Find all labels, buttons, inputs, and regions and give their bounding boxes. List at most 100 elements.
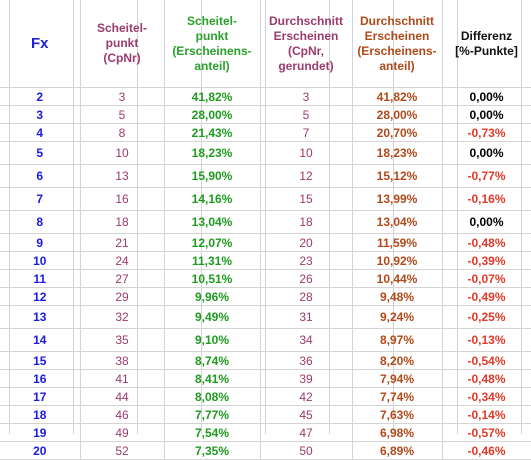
cell-fx[interactable]: 20 [0,441,81,460]
cell-fx[interactable]: 16 [0,369,81,388]
cell-durchschnitt-cpnr[interactable]: 47 [260,423,353,442]
cell-scheitelpunkt-anteil[interactable]: 9,96% [164,287,261,306]
cell-fx[interactable]: 4 [0,123,81,142]
cell-scheitelpunkt-cpnr[interactable]: 35 [80,328,165,352]
cell-differenz[interactable]: -0,16% [442,187,531,211]
cell-durchschnitt-cpnr[interactable]: 7 [260,123,353,142]
cell-durchschnitt-anteil[interactable]: 9,24% [352,305,443,329]
cell-fx[interactable]: 7 [0,187,81,211]
cell-durchschnitt-cpnr[interactable]: 28 [260,287,353,306]
cell-scheitelpunkt-cpnr[interactable]: 3 [80,87,165,106]
cell-durchschnitt-cpnr[interactable]: 39 [260,369,353,388]
cell-scheitelpunkt-anteil[interactable]: 21,43% [164,123,261,142]
cell-scheitelpunkt-anteil[interactable]: 41,82% [164,87,261,106]
cell-differenz[interactable]: -0,49% [442,287,531,306]
cell-differenz[interactable]: -0,25% [442,305,531,329]
cell-fx[interactable]: 15 [0,351,81,370]
cell-scheitelpunkt-cpnr[interactable]: 24 [80,251,165,270]
cell-scheitelpunkt-cpnr[interactable]: 41 [80,369,165,388]
cell-durchschnitt-anteil[interactable]: 13,99% [352,187,443,211]
cell-differenz[interactable]: -0,48% [442,369,531,388]
cell-differenz[interactable]: 0,00% [442,87,531,106]
header-durchschnitt-anteil[interactable]: Durchschnitt Erscheinen (Erscheinens- an… [352,0,443,88]
cell-scheitelpunkt-cpnr[interactable]: 44 [80,387,165,406]
cell-durchschnitt-cpnr[interactable]: 10 [260,141,353,165]
header-fx[interactable]: Fx [0,0,81,88]
cell-durchschnitt-cpnr[interactable]: 12 [260,164,353,188]
cell-fx[interactable]: 10 [0,251,81,270]
cell-durchschnitt-cpnr[interactable]: 18 [260,210,353,234]
cell-differenz[interactable]: -0,13% [442,328,531,352]
cell-durchschnitt-anteil[interactable]: 6,98% [352,423,443,442]
cell-durchschnitt-anteil[interactable]: 11,59% [352,233,443,252]
cell-scheitelpunkt-cpnr[interactable]: 10 [80,141,165,165]
cell-fx[interactable]: 18 [0,405,81,424]
cell-differenz[interactable]: 0,00% [442,105,531,124]
cell-fx[interactable]: 9 [0,233,81,252]
cell-differenz[interactable]: -0,77% [442,164,531,188]
cell-differenz[interactable]: -0,07% [442,269,531,288]
cell-fx[interactable]: 2 [0,87,81,106]
cell-fx[interactable]: 12 [0,287,81,306]
cell-scheitelpunkt-anteil[interactable]: 8,41% [164,369,261,388]
cell-scheitelpunkt-cpnr[interactable]: 21 [80,233,165,252]
cell-differenz[interactable]: -0,39% [442,251,531,270]
cell-durchschnitt-cpnr[interactable]: 26 [260,269,353,288]
cell-differenz[interactable]: -0,54% [442,351,531,370]
cell-fx[interactable]: 8 [0,210,81,234]
cell-durchschnitt-anteil[interactable]: 7,94% [352,369,443,388]
cell-durchschnitt-cpnr[interactable]: 31 [260,305,353,329]
cell-durchschnitt-anteil[interactable]: 18,23% [352,141,443,165]
cell-fx[interactable]: 14 [0,328,81,352]
cell-scheitelpunkt-anteil[interactable]: 11,31% [164,251,261,270]
cell-durchschnitt-cpnr[interactable]: 5 [260,105,353,124]
cell-durchschnitt-anteil[interactable]: 13,04% [352,210,443,234]
cell-scheitelpunkt-cpnr[interactable]: 13 [80,164,165,188]
cell-scheitelpunkt-cpnr[interactable]: 29 [80,287,165,306]
cell-scheitelpunkt-cpnr[interactable]: 38 [80,351,165,370]
cell-scheitelpunkt-anteil[interactable]: 7,35% [164,441,261,460]
cell-scheitelpunkt-cpnr[interactable]: 8 [80,123,165,142]
cell-durchschnitt-anteil[interactable]: 8,97% [352,328,443,352]
cell-scheitelpunkt-cpnr[interactable]: 46 [80,405,165,424]
cell-differenz[interactable]: -0,73% [442,123,531,142]
cell-scheitelpunkt-cpnr[interactable]: 32 [80,305,165,329]
cell-fx[interactable]: 17 [0,387,81,406]
header-scheitelpunkt-cpnr[interactable]: Scheitel- punkt (CpNr) [80,0,165,88]
cell-fx[interactable]: 11 [0,269,81,288]
cell-durchschnitt-cpnr[interactable]: 36 [260,351,353,370]
cell-durchschnitt-cpnr[interactable]: 20 [260,233,353,252]
cell-durchschnitt-cpnr[interactable]: 34 [260,328,353,352]
cell-scheitelpunkt-cpnr[interactable]: 52 [80,441,165,460]
cell-fx[interactable]: 19 [0,423,81,442]
cell-scheitelpunkt-anteil[interactable]: 18,23% [164,141,261,165]
cell-durchschnitt-anteil[interactable]: 9,48% [352,287,443,306]
cell-scheitelpunkt-anteil[interactable]: 13,04% [164,210,261,234]
cell-durchschnitt-anteil[interactable]: 7,63% [352,405,443,424]
cell-scheitelpunkt-anteil[interactable]: 7,77% [164,405,261,424]
cell-differenz[interactable]: -0,57% [442,423,531,442]
cell-differenz[interactable]: 0,00% [442,141,531,165]
cell-differenz[interactable]: -0,46% [442,441,531,460]
cell-durchschnitt-cpnr[interactable]: 42 [260,387,353,406]
cell-durchschnitt-cpnr[interactable]: 15 [260,187,353,211]
cell-scheitelpunkt-cpnr[interactable]: 16 [80,187,165,211]
cell-durchschnitt-anteil[interactable]: 20,70% [352,123,443,142]
cell-durchschnitt-cpnr[interactable]: 3 [260,87,353,106]
cell-durchschnitt-anteil[interactable]: 28,00% [352,105,443,124]
cell-durchschnitt-anteil[interactable]: 10,92% [352,251,443,270]
cell-durchschnitt-anteil[interactable]: 8,20% [352,351,443,370]
cell-scheitelpunkt-anteil[interactable]: 28,00% [164,105,261,124]
cell-durchschnitt-cpnr[interactable]: 45 [260,405,353,424]
cell-scheitelpunkt-cpnr[interactable]: 5 [80,105,165,124]
cell-durchschnitt-cpnr[interactable]: 50 [260,441,353,460]
cell-durchschnitt-cpnr[interactable]: 23 [260,251,353,270]
cell-scheitelpunkt-anteil[interactable]: 9,49% [164,305,261,329]
cell-differenz[interactable]: -0,14% [442,405,531,424]
cell-scheitelpunkt-cpnr[interactable]: 18 [80,210,165,234]
cell-differenz[interactable]: 0,00% [442,210,531,234]
cell-scheitelpunkt-anteil[interactable]: 12,07% [164,233,261,252]
cell-durchschnitt-anteil[interactable]: 41,82% [352,87,443,106]
header-durchschnitt-cpnr[interactable]: Durchschnitt Erscheinen (CpNr, gerundet) [260,0,353,88]
cell-fx[interactable]: 6 [0,164,81,188]
